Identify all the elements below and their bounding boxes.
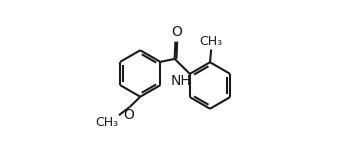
- Text: NH: NH: [171, 74, 192, 88]
- Text: CH₃: CH₃: [200, 35, 223, 48]
- Text: O: O: [124, 108, 135, 122]
- Text: CH₃: CH₃: [95, 116, 118, 129]
- Text: O: O: [171, 25, 182, 39]
